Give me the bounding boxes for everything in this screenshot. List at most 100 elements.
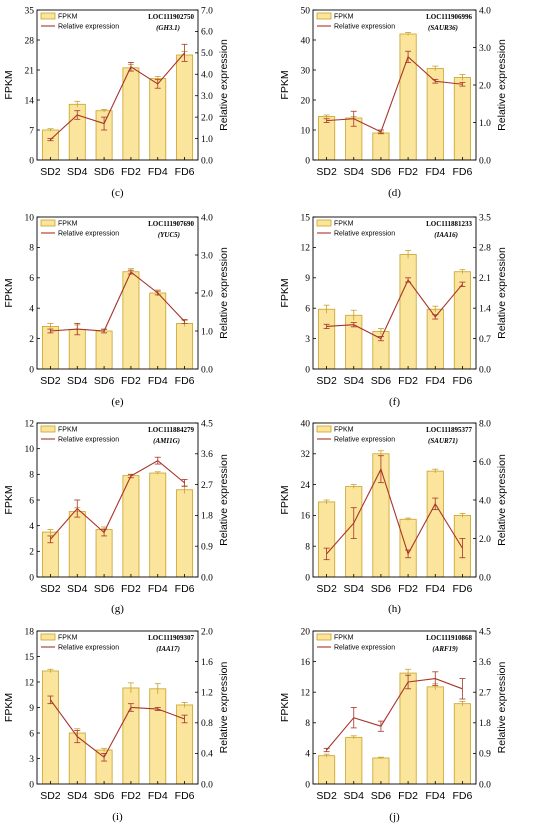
legend-line-label: Relative expression	[58, 437, 119, 444]
right-tick-label: 0.4	[201, 750, 213, 760]
fpkm-bar	[176, 489, 194, 578]
legend-line-label: Relative expression	[58, 24, 119, 31]
category-label: SD2	[316, 375, 337, 387]
category-label: SD4	[344, 375, 365, 387]
legend-bar-swatch	[316, 425, 332, 433]
right-tick-label: 2.0	[201, 627, 213, 637]
gene-symbol: (IAA17)	[156, 645, 180, 653]
right-tick-label: 3.0	[201, 92, 213, 102]
chart-panel-i: 0 3 6 9 12 15 18 0.0 0.4 0.8 1.2 1.6 2.0 SD2 SD4 SD6 FD2…	[3, 627, 230, 823]
chart-panel-j: 0 4 8 12 16 20 0.0 0.9 1.8 2.7 3.6 4.5 SD2 SD4 SD6 FD2 F…	[279, 627, 508, 823]
category-label: SD2	[316, 790, 337, 802]
left-tick-label: 28	[25, 36, 35, 46]
left-tick-label: 12	[25, 419, 35, 429]
plot-frame	[312, 216, 477, 370]
category-label: FD4	[148, 583, 168, 595]
plot-frame	[312, 630, 477, 785]
category-label: SD6	[94, 790, 115, 802]
category-label: FD2	[398, 375, 418, 387]
fpkm-bar	[122, 271, 140, 370]
category-label: SD2	[316, 583, 337, 595]
right-tick-label: 3.6	[201, 450, 213, 460]
gene-symbol: (SAUR71)	[428, 437, 458, 445]
category-label: FD2	[398, 790, 418, 802]
chart-panel-e: 0 2 4 6 8 10 0.0 1.0 2.0 3.0 4.0 SD2 SD4 SD6 FD2 FD4 FD6…	[3, 213, 230, 408]
left-tick-label: 2	[29, 335, 34, 345]
left-tick-label: 2	[29, 548, 34, 558]
legend-bar-label: FPKM	[334, 427, 354, 434]
right-tick-label: 0.0	[479, 780, 491, 790]
fpkm-bar	[149, 472, 167, 578]
left-tick-label: 50	[301, 6, 311, 16]
category-label: SD4	[67, 375, 88, 387]
right-tick-label: 2.1	[479, 274, 491, 284]
fpkm-bar	[399, 254, 417, 370]
plot-frame	[36, 422, 199, 578]
right-tick-label: 0.0	[201, 573, 213, 583]
legend-bar-label: FPKM	[58, 635, 78, 642]
right-tick-label: 0.0	[479, 573, 491, 583]
right-tick-label: 0.7	[479, 335, 491, 345]
legend-line-label: Relative expression	[334, 437, 395, 444]
fpkm-bar	[122, 67, 140, 161]
right-tick-label: 0.0	[479, 365, 491, 375]
right-tick-label: 1.0	[201, 327, 213, 337]
plot-frame	[36, 630, 199, 785]
gene-id: LOC111881233	[426, 220, 472, 228]
left-tick-label: 40	[301, 36, 311, 46]
left-tick-label: 30	[301, 66, 311, 76]
relative-expression-line	[326, 55, 463, 133]
fpkm-bar	[122, 687, 140, 785]
right-tick-label: 2.7	[479, 689, 491, 699]
fpkm-bar	[176, 54, 194, 161]
panel-label: (i)	[112, 811, 123, 823]
fpkm-bar	[453, 703, 471, 785]
fpkm-bar	[372, 757, 390, 785]
right-tick-label: 6.0	[479, 458, 491, 468]
plot-frame	[312, 9, 477, 161]
category-label: FD4	[425, 583, 445, 595]
y2-axis-label: Relative expression	[218, 39, 230, 131]
left-tick-label: 21	[25, 66, 35, 76]
y2-axis-label: Relative expression	[496, 454, 508, 546]
legend-bar-label: FPKM	[334, 14, 354, 21]
category-label: FD6	[175, 583, 195, 595]
category-label: FD2	[121, 790, 141, 802]
left-tick-label: 0	[29, 365, 34, 375]
left-tick-label: 9	[305, 274, 310, 284]
gene-id: LOC111910868	[426, 634, 472, 642]
left-tick-label: 12	[25, 678, 35, 688]
category-label: FD6	[452, 583, 472, 595]
left-tick-label: 4	[29, 522, 34, 532]
left-tick-label: 0	[305, 573, 310, 583]
y2-axis-label: Relative expression	[496, 662, 508, 754]
category-label: SD2	[40, 583, 61, 595]
chart-panel-d: 0 10 20 30 40 50 0.0 1.0 2.0 3.0 4.0 SD2 SD4 SD6 FD2 FD…	[279, 6, 508, 199]
category-label: SD2	[40, 375, 61, 387]
y-axis-label: FPKM	[279, 70, 291, 99]
category-label: SD4	[67, 790, 88, 802]
left-tick-label: 9	[29, 704, 34, 714]
legend-bar-label: FPKM	[58, 221, 78, 228]
right-tick-label: 4.5	[201, 419, 213, 429]
category-label: FD4	[148, 790, 168, 802]
right-tick-label: 4.0	[479, 496, 491, 506]
fpkm-bar	[453, 77, 471, 161]
fpkm-bar	[68, 329, 86, 370]
y2-axis-label: Relative expression	[218, 454, 230, 546]
left-tick-label: 4	[305, 750, 310, 760]
chart-panel-c: 0 7 14 21 28 35 0.0 1.0 2.0 3.0 4.0 5.0 6.0 7.0 SD2 SD4…	[3, 6, 230, 199]
gene-symbol: (AMI1G)	[153, 437, 180, 445]
category-label: FD2	[121, 583, 141, 595]
y2-axis-label: Relative expression	[496, 247, 508, 339]
right-tick-label: 3.5	[479, 213, 491, 223]
chart-panel-f: 0 3 6 9 12 15 0.0 0.7 1.4 2.1 2.8 3.5 SD2 SD4 SD6 FD2 FD…	[279, 213, 508, 408]
y-axis-label: FPKM	[279, 693, 291, 722]
left-tick-label: 0	[29, 156, 34, 166]
right-tick-label: 2.0	[201, 289, 213, 299]
legend-bar-swatch	[316, 219, 332, 227]
relative-expression-line	[50, 271, 185, 332]
fpkm-bar	[122, 475, 140, 578]
right-tick-label: 0.0	[201, 780, 213, 790]
legend-bar-swatch	[40, 219, 56, 227]
